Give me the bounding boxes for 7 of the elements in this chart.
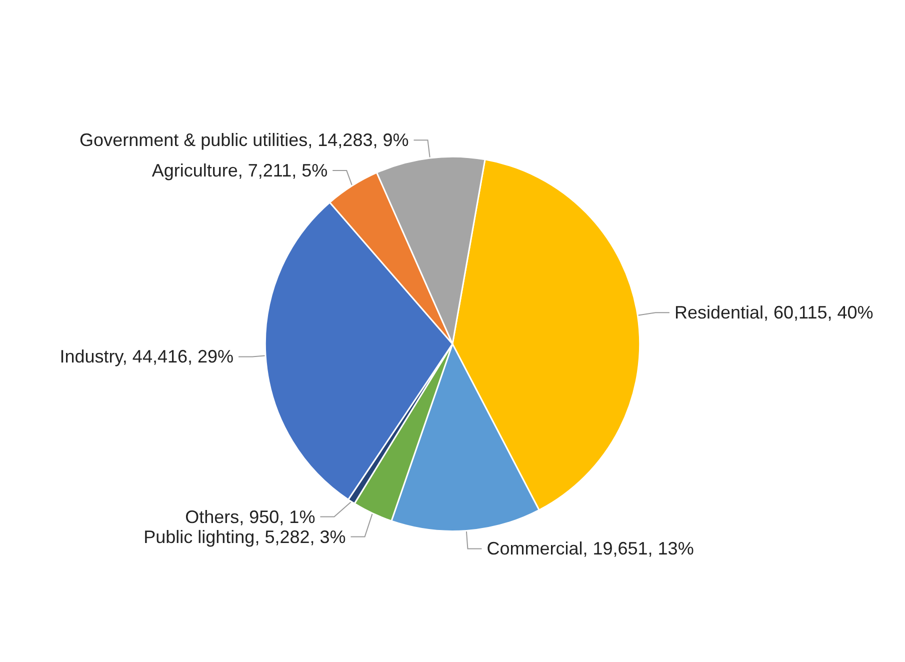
slice-label: Others, 950, 1% — [185, 506, 316, 527]
slice-label: Commercial, 19,651, 13% — [486, 538, 694, 559]
slice-label: Residential, 60,115, 40% — [674, 302, 874, 323]
slice-label: Government & public utilities, 14,283, 9% — [80, 130, 409, 150]
slice-label: Industry, 44,416, 29% — [60, 346, 234, 367]
slice-label: Agriculture, 7,211, 5% — [152, 160, 328, 181]
slice-label: Public lighting, 5,282, 3% — [144, 526, 346, 547]
